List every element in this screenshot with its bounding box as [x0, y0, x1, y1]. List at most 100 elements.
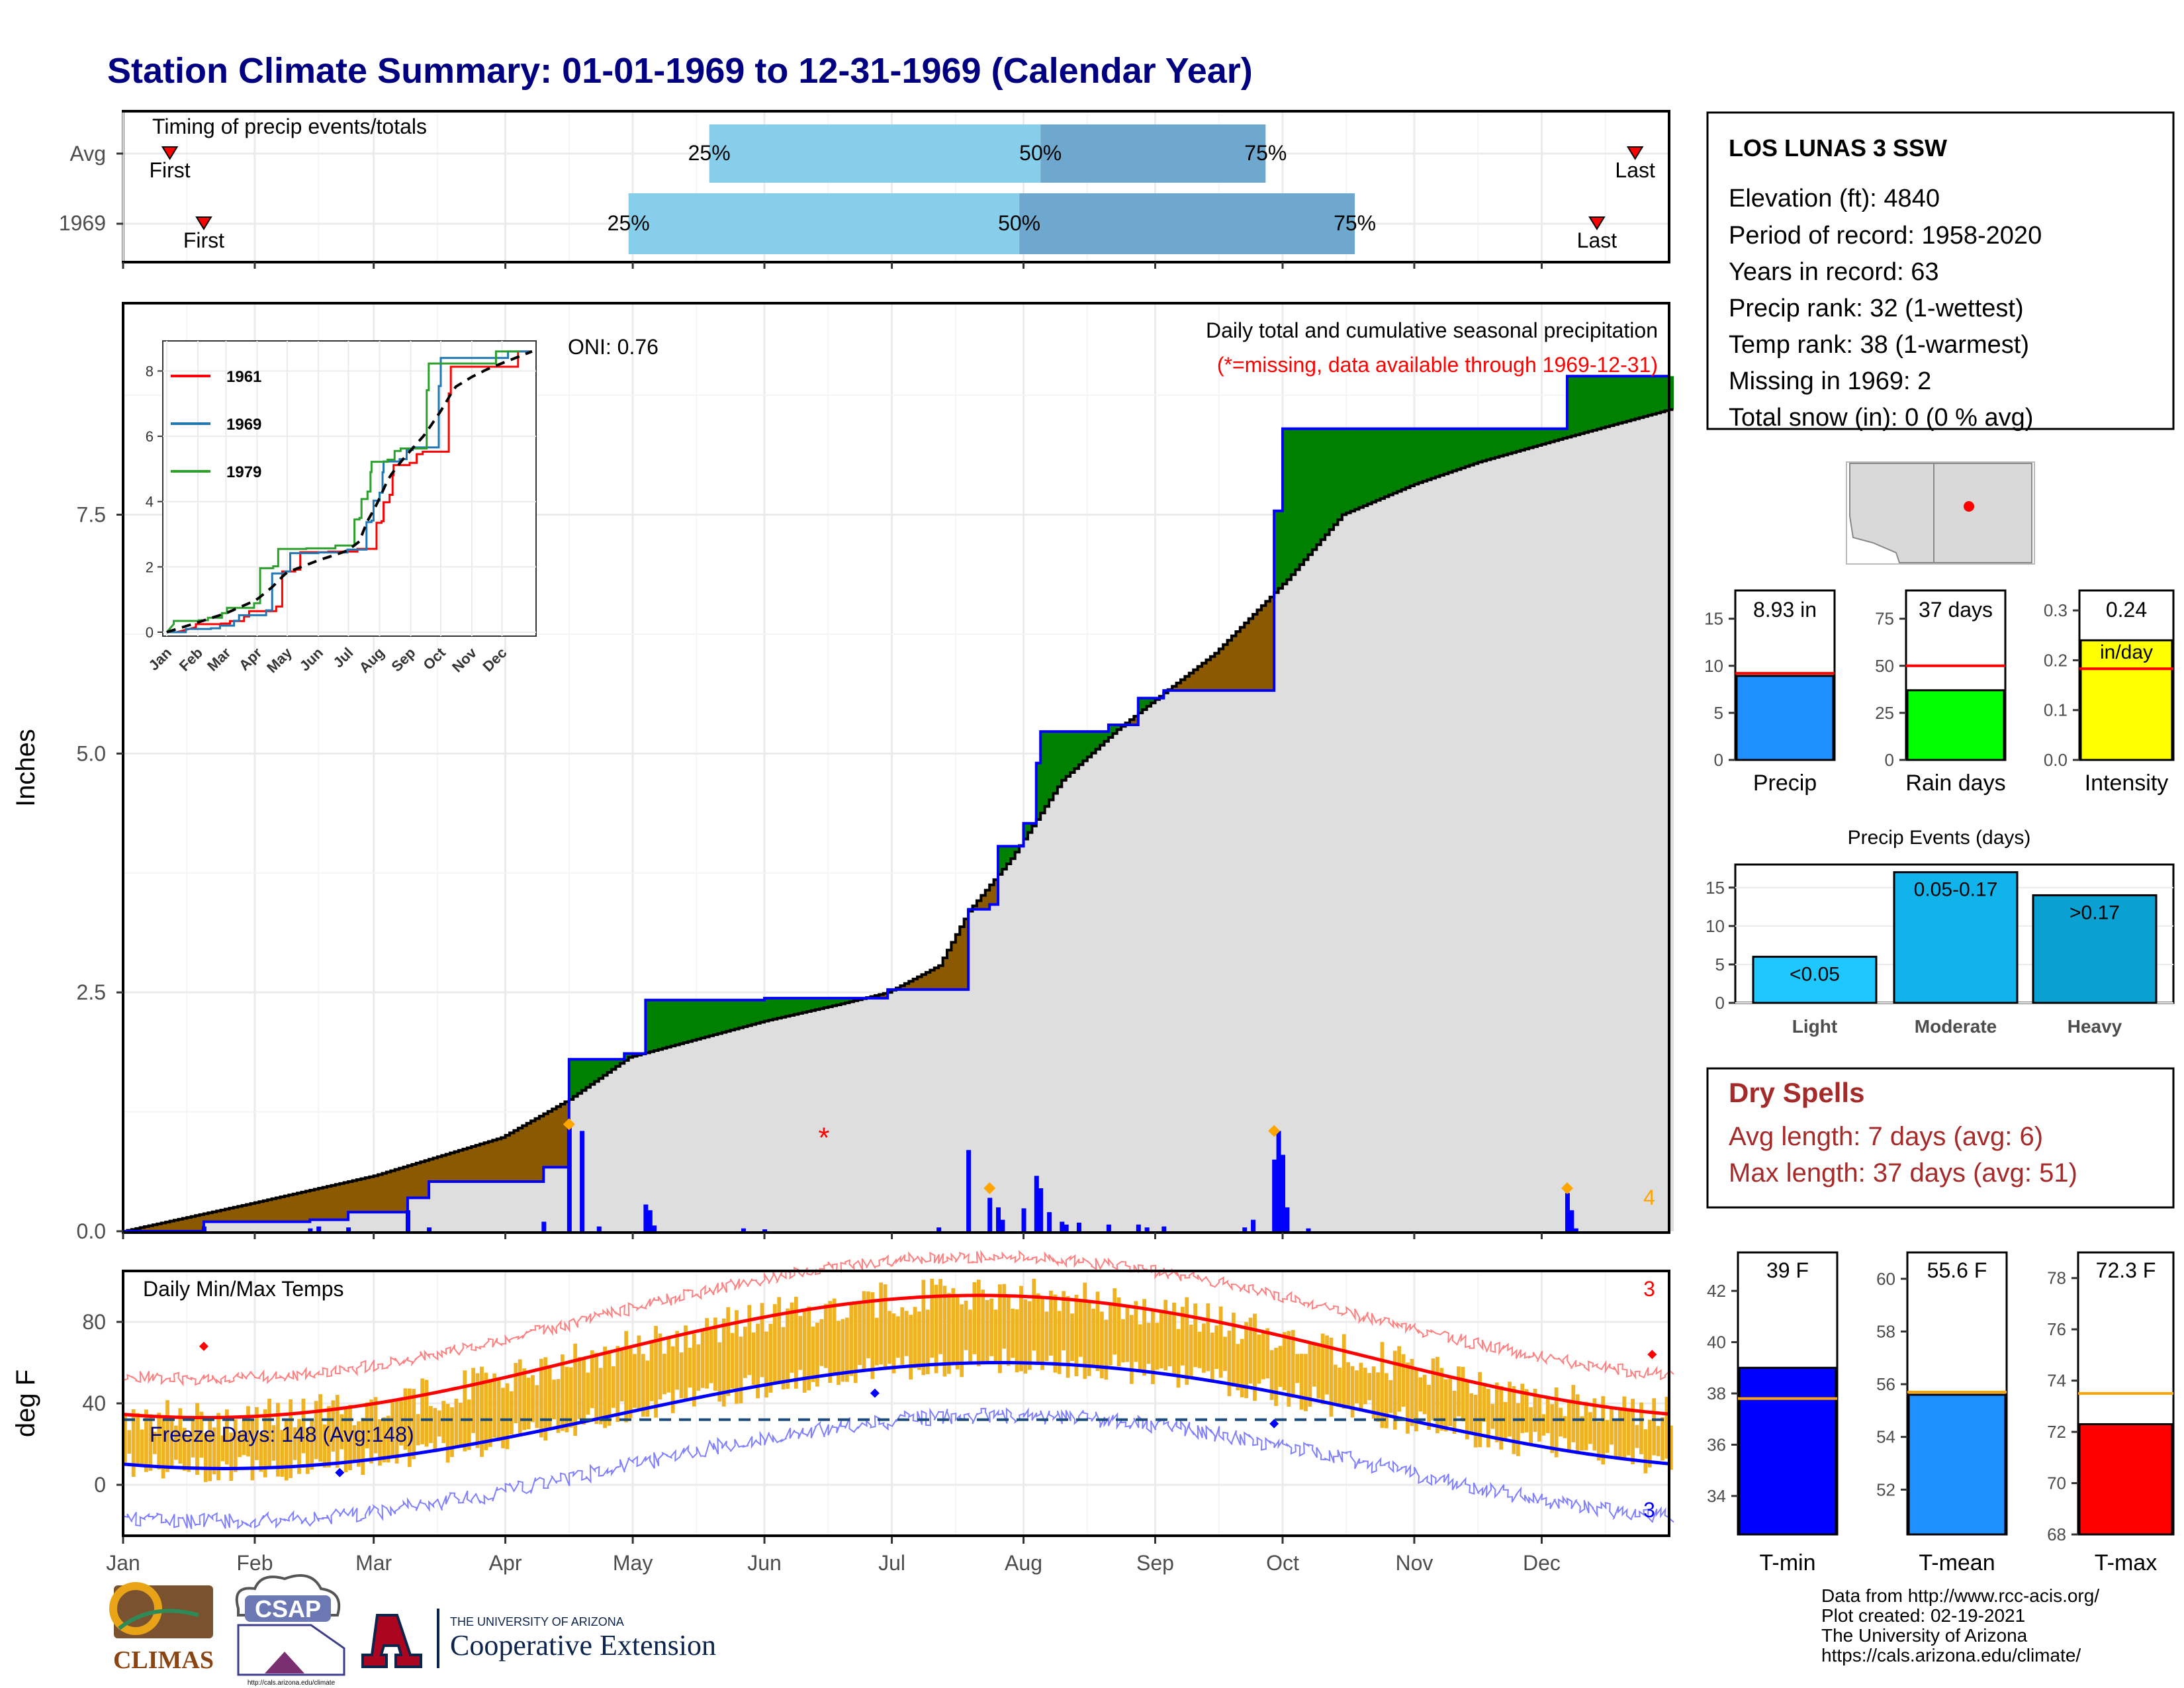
precip-base-fill	[1138, 713, 1143, 1231]
precip-base-fill	[904, 989, 909, 1231]
daily-temp-range-bar	[314, 1401, 318, 1460]
precip-base-fill	[637, 1055, 642, 1231]
daily-temp-range-bar	[250, 1419, 255, 1481]
precip-deviation-fill	[1074, 731, 1079, 769]
precip-deviation-fill	[1596, 376, 1602, 430]
precip-deviation-fill	[1083, 731, 1088, 761]
daily-temp-range-bar	[768, 1323, 773, 1393]
precip-deviation-fill	[1461, 428, 1466, 468]
precip-deviation-fill	[1601, 376, 1606, 428]
precip-base-fill	[463, 1181, 468, 1231]
precip-base-fill	[1308, 554, 1313, 1231]
daily-temp-range-bar	[1062, 1291, 1066, 1350]
precip-base-fill	[1244, 690, 1250, 1231]
precip-base-fill	[305, 1221, 310, 1231]
precip-base-fill	[297, 1221, 302, 1231]
precip-base-fill	[1503, 455, 1508, 1231]
precip-base-fill	[1159, 698, 1164, 1231]
daily-temp-range-bar	[925, 1309, 930, 1374]
precip-base-fill	[739, 1027, 744, 1231]
daily-temp-range-bar	[819, 1319, 824, 1366]
daily-precip-bar	[308, 1228, 313, 1231]
daily-temp-range-bar	[343, 1409, 348, 1473]
precip-deviation-fill	[1265, 601, 1271, 691]
daily-precip-bar	[647, 1210, 653, 1231]
precip-deviation-fill	[1452, 428, 1457, 471]
timing-p50-label: 50%	[998, 211, 1040, 235]
daily-precip-bar	[316, 1226, 322, 1231]
precip-deviation-fill	[619, 1059, 625, 1064]
precip-deviation-fill	[386, 1172, 391, 1213]
precip-deviation-fill	[1329, 428, 1334, 530]
station-line: Total snow (in): 0 (0 % avg)	[1729, 404, 2033, 432]
temp-stat-y-tick-label: 36	[1707, 1434, 1726, 1454]
precip-base-fill	[335, 1219, 340, 1231]
precip-base-fill	[543, 1167, 549, 1231]
temp-stat-y-tick-label: 78	[2047, 1268, 2066, 1288]
precip-base-fill	[1134, 725, 1139, 1231]
daily-temp-range-bar	[972, 1282, 977, 1354]
precip-deviation-fill	[1011, 846, 1016, 859]
precip-deviation-fill	[144, 1227, 150, 1231]
daily-precip-bar	[1021, 1208, 1026, 1231]
daily-temp-range-bar	[891, 1313, 896, 1374]
precip-base-fill	[1406, 487, 1411, 1231]
daily-temp-range-bar	[280, 1430, 285, 1477]
daily-temp-range-bar	[416, 1414, 420, 1446]
precip-deviation-fill	[259, 1201, 264, 1222]
daily-precip-bar	[567, 1123, 572, 1231]
daily-temp-range-bar	[1308, 1342, 1312, 1407]
precip-base-fill	[1499, 456, 1504, 1231]
precip-base-fill	[1363, 505, 1368, 1231]
daily-precip-bar	[1038, 1188, 1044, 1231]
daily-temp-range-bar	[1325, 1335, 1329, 1395]
precip-base-fill	[666, 1047, 672, 1231]
daily-temp-range-bar	[1575, 1394, 1580, 1454]
daily-temp-range-bar	[1584, 1401, 1588, 1450]
precip-deviation-fill	[1091, 731, 1097, 753]
daily-temp-range-bar	[1355, 1370, 1359, 1403]
precip-deviation-fill	[246, 1204, 251, 1222]
precip-base-fill	[837, 1004, 842, 1231]
precip-deviation-fill	[1036, 763, 1041, 820]
precip-deviation-fill	[1592, 376, 1598, 430]
precip-events-title: Precip Events (days)	[1848, 827, 2031, 849]
precip-base-fill	[700, 1038, 705, 1231]
month-tick-label: Dec	[1523, 1551, 1561, 1575]
precip-base-fill	[717, 1033, 723, 1231]
precip-base-fill	[1610, 426, 1615, 1232]
daily-temp-range-bar	[747, 1305, 752, 1376]
precip-base-fill	[331, 1219, 336, 1231]
daily-temp-range-bar	[174, 1425, 178, 1460]
precip-deviation-fill	[293, 1194, 298, 1222]
precip-base-fill	[1601, 428, 1606, 1231]
precip-base-fill	[1626, 421, 1631, 1231]
daily-temp-range-bar	[1231, 1313, 1236, 1387]
precip-base-fill	[394, 1212, 400, 1231]
precip-deviation-fill	[1223, 644, 1228, 691]
precip-deviation-fill	[832, 998, 837, 1006]
daily-temp-range-bar	[739, 1336, 743, 1404]
daily-temp-range-bar	[628, 1348, 633, 1419]
daily-temp-range-bar	[1350, 1366, 1355, 1418]
daily-temp-range-bar	[951, 1288, 956, 1366]
daily-temp-range-bar	[968, 1309, 972, 1365]
precip-base-fill	[925, 989, 931, 1231]
precip-base-fill	[756, 1023, 761, 1231]
daily-precip-bar	[1306, 1228, 1311, 1231]
precip-base-fill	[841, 1004, 846, 1231]
precip-deviation-fill	[1146, 698, 1152, 706]
daily-precip-bar	[1276, 1131, 1281, 1231]
daily-temp-range-bar	[165, 1400, 169, 1472]
daily-temp-range-bar	[203, 1432, 208, 1482]
daily-temp-range-bar	[1529, 1407, 1533, 1445]
precip-deviation-fill	[450, 1152, 455, 1182]
daily-temp-range-bar	[276, 1403, 280, 1477]
daily-temp-range-bar	[930, 1278, 934, 1358]
month-tick-label: Oct	[1266, 1551, 1299, 1575]
precip-base-fill	[874, 998, 880, 1231]
stat-y-tick-label: 15	[1704, 609, 1723, 629]
precip-deviation-fill	[161, 1223, 166, 1231]
precip-base-fill	[1418, 483, 1424, 1231]
precip-deviation-fill	[1385, 428, 1390, 497]
